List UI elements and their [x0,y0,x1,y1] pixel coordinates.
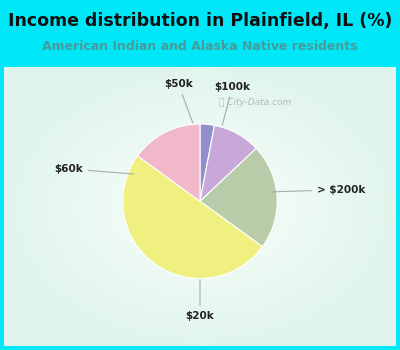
Wedge shape [200,148,277,247]
Text: Income distribution in Plainfield, IL (%): Income distribution in Plainfield, IL (%… [8,12,392,30]
Text: > $200k: > $200k [271,185,366,195]
Text: $100k: $100k [214,82,250,125]
Text: $50k: $50k [164,79,193,123]
Wedge shape [200,125,256,201]
Wedge shape [138,124,200,201]
Wedge shape [123,156,262,279]
Text: ⓘ City-Data.com: ⓘ City-Data.com [220,98,292,107]
Text: American Indian and Alaska Native residents: American Indian and Alaska Native reside… [42,40,358,53]
Text: $20k: $20k [186,280,214,321]
Text: $60k: $60k [54,164,134,174]
Wedge shape [200,124,214,201]
